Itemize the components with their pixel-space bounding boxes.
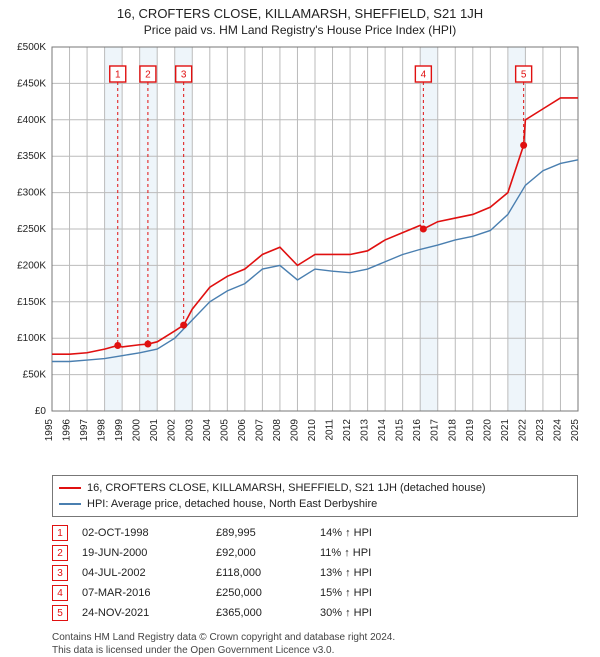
transaction-date: 04-JUL-2002 [82,567,202,579]
transaction-badge: 2 [52,545,68,561]
chart-title: 16, CROFTERS CLOSE, KILLAMARSH, SHEFFIEL… [0,0,600,21]
svg-text:£300K: £300K [17,188,46,199]
svg-text:1997: 1997 [79,419,90,442]
legend-swatch [59,487,81,489]
footnote-line-2: This data is licensed under the Open Gov… [52,644,578,657]
svg-text:2024: 2024 [552,419,563,442]
transaction-diff: 14% ↑ HPI [320,527,440,539]
svg-text:2014: 2014 [377,419,388,442]
svg-text:£200K: £200K [17,260,46,271]
svg-text:2012: 2012 [342,419,353,442]
svg-text:£0: £0 [35,406,47,417]
transaction-diff: 11% ↑ HPI [320,547,440,559]
chart-svg: £0 £50K £100K £150K £200K £250K £300K £350K £400… [0,41,600,471]
svg-text:2015: 2015 [395,419,406,442]
svg-text:£250K: £250K [17,224,46,235]
svg-text:2023: 2023 [535,419,546,442]
legend-row: HPI: Average price, detached house, Nort… [59,496,571,512]
svg-text:£400K: £400K [17,115,46,126]
svg-text:2021: 2021 [500,419,511,442]
transaction-date: 24-NOV-2021 [82,607,202,619]
svg-text:2005: 2005 [219,419,230,442]
transaction-row: 5 24-NOV-2021 £365,000 30% ↑ HPI [52,603,578,623]
transaction-row: 3 04-JUL-2002 £118,000 13% ↑ HPI [52,563,578,583]
svg-text:2018: 2018 [447,419,458,442]
transaction-badge: 5 [52,605,68,621]
svg-text:2011: 2011 [325,419,336,441]
svg-text:1996: 1996 [62,419,73,442]
transaction-badge: 4 [52,585,68,601]
transaction-badge: 1 [52,525,68,541]
svg-text:3: 3 [181,70,187,81]
svg-text:2020: 2020 [482,419,493,442]
transaction-date: 02-OCT-1998 [82,527,202,539]
svg-text:£350K: £350K [17,151,46,162]
transaction-diff: 30% ↑ HPI [320,607,440,619]
transaction-diff: 15% ↑ HPI [320,587,440,599]
svg-text:4: 4 [421,70,427,81]
svg-text:2016: 2016 [412,419,423,442]
svg-text:2000: 2000 [132,419,143,442]
svg-text:2007: 2007 [254,419,265,442]
svg-text:2010: 2010 [307,419,318,442]
svg-text:£450K: £450K [17,78,46,89]
transaction-price: £365,000 [216,607,306,619]
svg-text:£150K: £150K [17,297,46,308]
svg-text:2006: 2006 [237,419,248,442]
footnote-line-1: Contains HM Land Registry data © Crown c… [52,631,578,644]
chart-subtitle: Price paid vs. HM Land Registry's House … [0,21,600,41]
transaction-price: £92,000 [216,547,306,559]
svg-text:2019: 2019 [465,419,476,442]
svg-text:2013: 2013 [360,419,371,442]
transaction-date: 19-JUN-2000 [82,547,202,559]
svg-text:1995: 1995 [44,419,55,442]
transaction-price: £89,995 [216,527,306,539]
svg-text:2017: 2017 [430,419,441,442]
transaction-price: £118,000 [216,567,306,579]
svg-text:2025: 2025 [570,419,581,442]
legend-swatch [59,503,81,505]
svg-text:2003: 2003 [184,419,195,442]
legend-label: HPI: Average price, detached house, Nort… [87,498,377,510]
svg-text:£100K: £100K [17,333,46,344]
svg-text:2004: 2004 [202,419,213,442]
legend-label: 16, CROFTERS CLOSE, KILLAMARSH, SHEFFIEL… [87,482,486,494]
transaction-diff: 13% ↑ HPI [320,567,440,579]
legend: 16, CROFTERS CLOSE, KILLAMARSH, SHEFFIEL… [52,475,578,517]
svg-text:2002: 2002 [167,419,178,442]
transaction-badge: 3 [52,565,68,581]
transaction-row: 4 07-MAR-2016 £250,000 15% ↑ HPI [52,583,578,603]
transaction-price: £250,000 [216,587,306,599]
svg-text:£500K: £500K [17,42,46,53]
transaction-date: 07-MAR-2016 [82,587,202,599]
svg-text:2009: 2009 [289,419,300,442]
svg-text:1998: 1998 [97,419,108,442]
legend-row: 16, CROFTERS CLOSE, KILLAMARSH, SHEFFIEL… [59,480,571,496]
transaction-row: 2 19-JUN-2000 £92,000 11% ↑ HPI [52,543,578,563]
svg-text:2001: 2001 [149,419,160,442]
svg-text:2: 2 [145,70,151,81]
footnote: Contains HM Land Registry data © Crown c… [52,631,578,657]
transactions-table: 1 02-OCT-1998 £89,995 14% ↑ HPI 2 19-JUN-2000… [52,523,578,623]
chart-area: £0 £50K £100K £150K £200K £250K £300K £350K £400… [0,41,600,471]
svg-text:1999: 1999 [114,419,125,442]
svg-text:2008: 2008 [272,419,283,442]
svg-text:2022: 2022 [517,419,528,442]
transaction-row: 1 02-OCT-1998 £89,995 14% ↑ HPI [52,523,578,543]
svg-text:5: 5 [521,70,527,81]
svg-text:£50K: £50K [23,370,47,381]
svg-text:1: 1 [115,70,121,81]
